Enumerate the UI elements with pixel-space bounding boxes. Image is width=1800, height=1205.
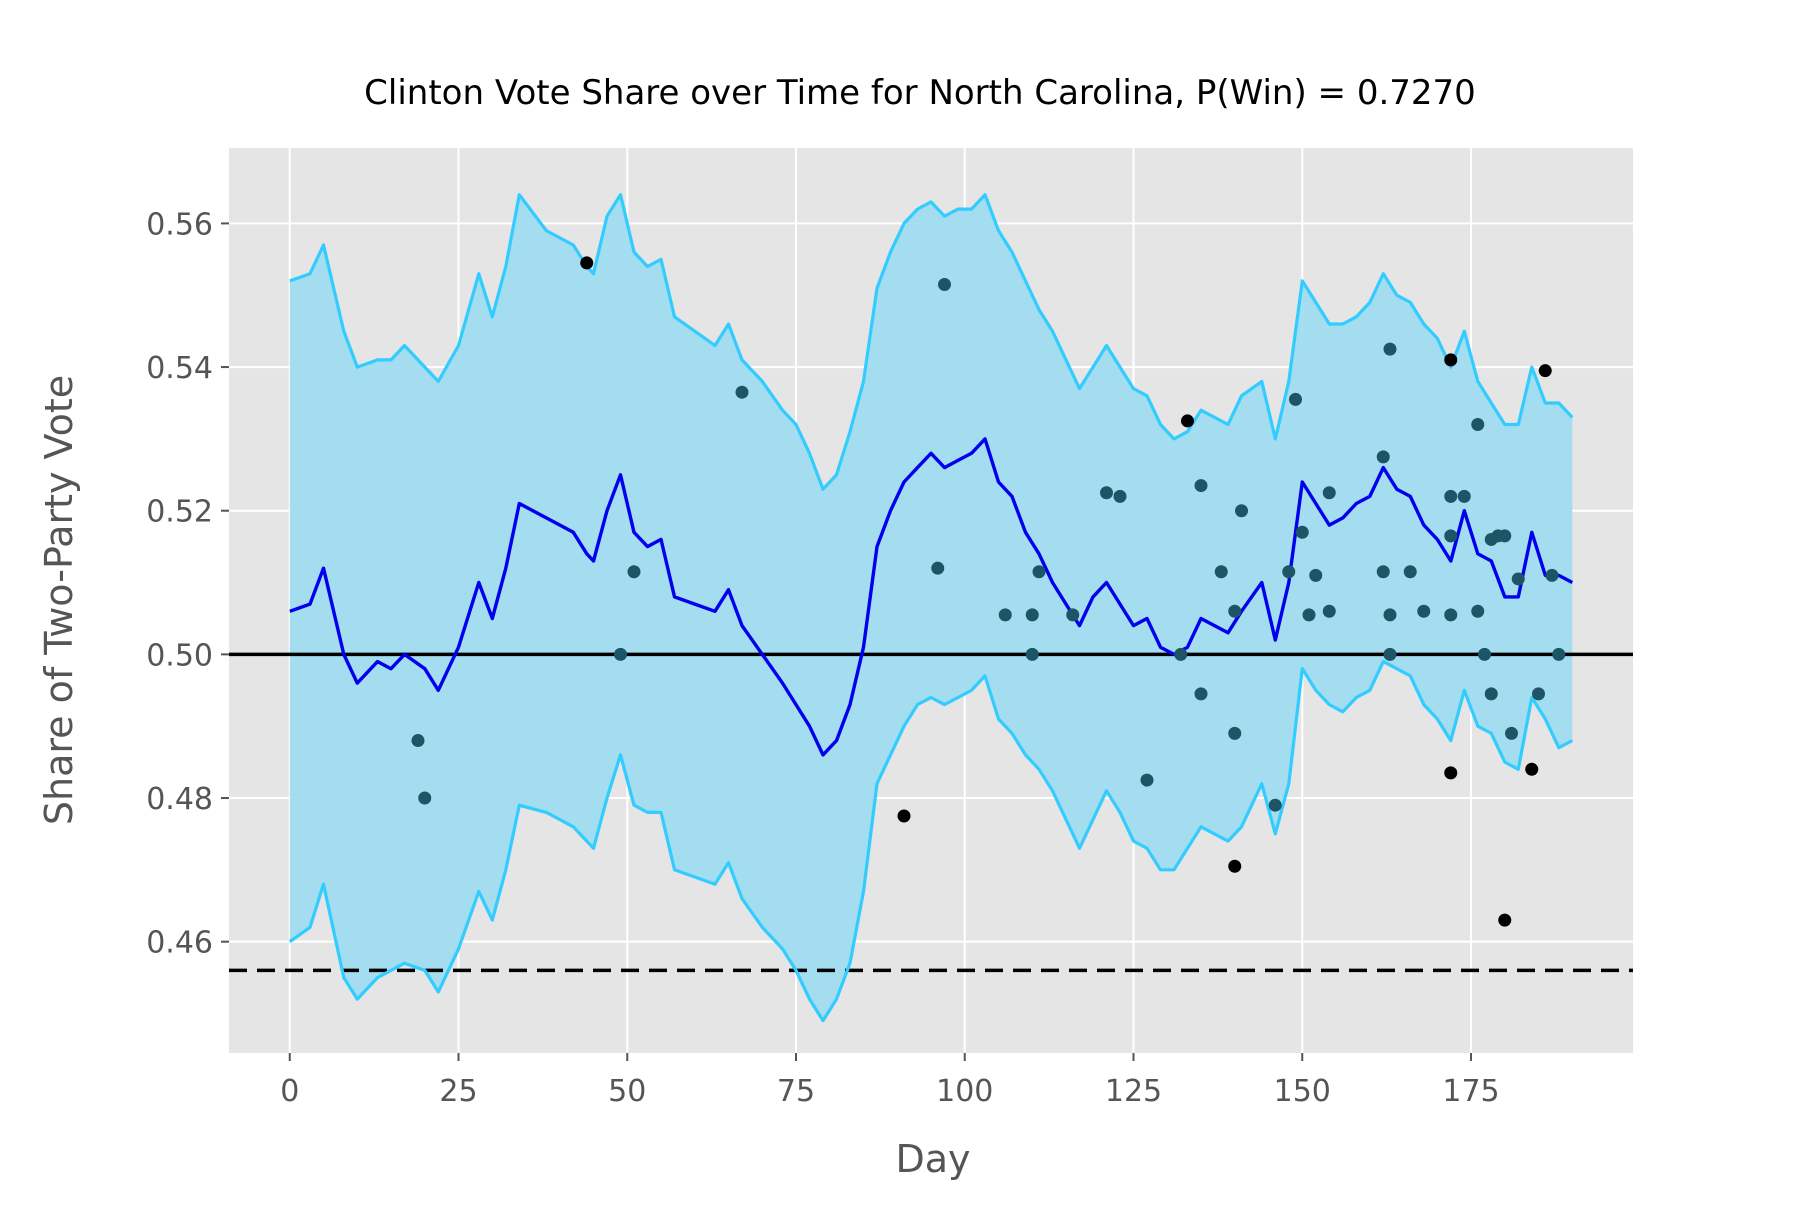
poll-point [938, 277, 951, 291]
poll-point [897, 809, 911, 823]
chart-title: Clinton Vote Share over Time for North C… [364, 73, 1476, 113]
mean-estimate-line [289, 437, 1574, 757]
poll-point [1525, 762, 1539, 776]
x-axis-title: Day [895, 1137, 970, 1181]
poll-point [1025, 647, 1039, 661]
poll-point [1194, 687, 1208, 701]
series-lines [288, 193, 1574, 1023]
x-tick-label: 150 [1274, 1074, 1331, 1109]
lower-bound-line [288, 659, 1574, 1023]
upper-bound-line [289, 193, 1574, 491]
x-tick-label: 125 [1105, 1074, 1162, 1109]
poll-point [1214, 565, 1228, 579]
poll-point [1505, 726, 1518, 740]
y-axis-title: Share of Two-Party Vote [37, 375, 81, 825]
poll-point [1383, 647, 1397, 661]
y-tick-label: 0.56 [146, 207, 213, 242]
poll-point [1471, 418, 1485, 432]
poll-point [1228, 859, 1242, 873]
poll-point [1282, 565, 1296, 579]
poll-point [1457, 489, 1471, 503]
poll-point [1545, 568, 1559, 582]
poll-point [1383, 608, 1397, 622]
poll-point [1498, 529, 1512, 543]
x-tick-label: 50 [608, 1074, 646, 1109]
poll-point [1194, 479, 1208, 493]
poll-point [1322, 486, 1336, 500]
poll-point [1383, 342, 1397, 356]
poll-point [1228, 604, 1242, 618]
poll-point [1309, 568, 1323, 582]
poll-point [998, 608, 1012, 622]
poll-point [418, 791, 432, 805]
y-tick-label: 0.48 [146, 782, 213, 817]
y-tick-label: 0.54 [146, 351, 213, 386]
poll-point [1295, 525, 1309, 539]
poll-point [1552, 647, 1566, 661]
poll-point [1444, 353, 1458, 367]
poll-point [1113, 489, 1127, 503]
poll-point [1444, 529, 1458, 543]
y-tick-label: 0.50 [146, 638, 213, 673]
poll-point [1025, 608, 1039, 622]
poll-point [627, 565, 641, 579]
poll-point [1181, 414, 1194, 428]
confidence-band-layer [289, 194, 1573, 1021]
poll-point [1484, 687, 1498, 701]
tick-labels: 0 25 50 75 100 125 150 175 0.46 0.48 0.50 0.52 0.54 0… [146, 207, 1499, 1109]
poll-point [580, 256, 594, 270]
poll-point [931, 561, 945, 575]
poll-point [1066, 608, 1080, 622]
reference-lines [229, 652, 1633, 973]
poll-point [1140, 773, 1154, 787]
poll-point [1444, 489, 1458, 503]
poll-points [411, 256, 1566, 927]
poll-point [1289, 392, 1302, 406]
poll-point [1444, 608, 1458, 622]
poll-point [614, 647, 627, 661]
poll-point [1268, 798, 1282, 812]
poll-point [1478, 647, 1491, 661]
x-tick-label: 175 [1442, 1074, 1499, 1109]
poll-point [1100, 486, 1113, 500]
x-tick-label: 75 [777, 1074, 815, 1109]
poll-point [735, 385, 749, 399]
poll-point [1322, 604, 1336, 618]
poll-point [1532, 687, 1545, 701]
poll-point [1032, 565, 1046, 579]
poll-point [411, 734, 425, 748]
poll-point [1471, 604, 1485, 618]
y-tick-label: 0.52 [146, 495, 213, 530]
poll-point [1174, 647, 1188, 661]
poll-point [1511, 572, 1525, 586]
x-tick-label: 25 [439, 1074, 477, 1109]
poll-point [1302, 608, 1316, 622]
poll-point [1444, 766, 1458, 780]
poll-point [1235, 504, 1248, 518]
poll-point [1228, 726, 1242, 740]
poll-point [1403, 565, 1417, 579]
confidence-band [289, 194, 1573, 1021]
poll-point [1376, 565, 1390, 579]
poll-point [1538, 364, 1552, 378]
x-tick-label: 0 [280, 1074, 299, 1109]
y-tick-label: 0.46 [146, 926, 213, 961]
x-tick-label: 100 [936, 1074, 993, 1109]
poll-point [1498, 913, 1512, 927]
poll-point [1417, 604, 1431, 618]
poll-point [1376, 450, 1390, 464]
